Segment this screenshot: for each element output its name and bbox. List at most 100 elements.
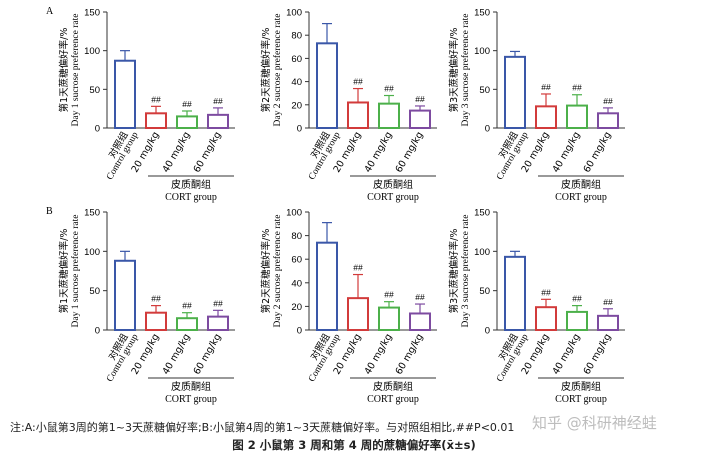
significance-label: ## xyxy=(572,83,582,93)
y-tick-label: 100 xyxy=(84,247,100,258)
y-tick-label: 150 xyxy=(84,208,100,219)
y-tick-label: 100 xyxy=(84,46,100,57)
significance-label: ## xyxy=(384,84,394,94)
category-label: 60 mg/kg xyxy=(582,130,614,175)
category-label: 40 mg/kg xyxy=(363,332,395,377)
y-axis-label: 第1天蔗糖偏好率/% xyxy=(58,28,70,113)
y-tick-label: 100 xyxy=(474,247,490,258)
group-label-en: CORT group xyxy=(367,192,419,203)
significance-label: ## xyxy=(603,96,613,106)
bar xyxy=(504,255,526,331)
significance-label: ## xyxy=(353,263,363,273)
category-label: 40 mg/kg xyxy=(551,130,583,175)
y-tick-label: 0 xyxy=(297,326,302,337)
y-tick-label: 100 xyxy=(286,8,302,19)
group-label: 皮质酮组 xyxy=(373,178,413,191)
y-axis-label: 第3天蔗糖偏好率/% xyxy=(448,28,460,113)
y-tick-label: 20 xyxy=(291,302,302,313)
significance-label: ## xyxy=(572,294,582,304)
significance-label: ## xyxy=(415,292,425,302)
y-axis-label-en: Day 1 sucrose preference rate xyxy=(70,14,81,127)
y-tick-label: 50 xyxy=(89,85,100,96)
bar xyxy=(535,306,557,332)
y-tick-label: 150 xyxy=(84,8,100,19)
significance-label: ## xyxy=(541,82,551,92)
panel-5: 0 20 40 60 80 100 第2天蔗糖偏好率/% Day 2 sucrose pref… xyxy=(260,208,437,405)
bar xyxy=(566,104,588,129)
bar xyxy=(378,306,400,331)
bar xyxy=(176,115,198,130)
bar xyxy=(566,310,588,332)
y-tick-label: 80 xyxy=(291,231,302,242)
watermark-text: 知乎 @科研神经蛙 xyxy=(532,414,657,432)
bar xyxy=(378,102,400,129)
figure-caption: 图 2 小鼠第 3 周和第 4 周的蔗糖偏好率(x̄±s) xyxy=(232,438,476,452)
category-label: 40 mg/kg xyxy=(363,130,395,175)
y-tick-label: 60 xyxy=(291,54,302,65)
panel-2: 0 20 40 60 80 100 第2天蔗糖偏好率/% Day 2 sucrose pref… xyxy=(260,8,437,203)
y-axis-label: 第3天蔗糖偏好率/% xyxy=(448,229,460,314)
bar xyxy=(207,315,229,332)
bar xyxy=(176,317,198,332)
group-label: 皮质酮组 xyxy=(171,380,211,393)
significance-label: ## xyxy=(151,294,161,304)
panel-3: 0 50 100 150 第3天蔗糖偏好率/% Day 3 sucrose prefere… xyxy=(448,8,625,203)
y-axis-label-en: Day 2 sucrose preference rate xyxy=(272,215,283,328)
bar xyxy=(409,109,431,129)
bar xyxy=(409,312,431,332)
bar xyxy=(316,42,338,129)
y-tick-label: 20 xyxy=(291,100,302,111)
category-label: 40 mg/kg xyxy=(551,332,583,377)
significance-label: ## xyxy=(182,301,192,311)
bar xyxy=(316,241,338,331)
bar xyxy=(535,105,557,129)
y-axis-label-en: Day 3 sucrose preference rate xyxy=(460,215,471,328)
category-label: 60 mg/kg xyxy=(394,332,426,377)
bar xyxy=(504,55,526,129)
category-label: 60 mg/kg xyxy=(192,332,224,377)
y-tick-label: 0 xyxy=(485,124,490,135)
y-axis-label: 第1天蔗糖偏好率/% xyxy=(58,229,70,314)
significance-label: ## xyxy=(353,77,363,87)
significance-label: ## xyxy=(213,298,223,308)
y-tick-label: 50 xyxy=(479,286,490,297)
bar xyxy=(114,59,136,129)
y-tick-label: 0 xyxy=(485,326,490,337)
y-axis-label: 第2天蔗糖偏好率/% xyxy=(260,229,272,314)
bar xyxy=(145,311,167,331)
group-label: 皮质酮组 xyxy=(561,380,601,393)
significance-label: ## xyxy=(603,297,613,307)
y-tick-label: 0 xyxy=(95,124,100,135)
y-tick-label: 40 xyxy=(291,278,302,289)
y-tick-label: 100 xyxy=(474,46,490,57)
bar xyxy=(347,297,369,332)
significance-label: ## xyxy=(213,96,223,106)
y-tick-label: 0 xyxy=(297,124,302,135)
significance-label: ## xyxy=(384,290,394,300)
bar xyxy=(145,112,167,129)
panel-4: B 0 50 100 150 第1天蔗糖偏好率/% Day 1 sucrose prefer… xyxy=(46,206,235,405)
figure-note: 注:A:小鼠第3周的第1~3天蔗糖偏好率;B:小鼠第4周的第1~3天蔗糖偏好率。… xyxy=(10,421,515,434)
category-label: 40 mg/kg xyxy=(161,332,193,377)
significance-label: ## xyxy=(415,94,425,104)
y-tick-label: 150 xyxy=(474,208,490,219)
bar xyxy=(347,101,369,130)
group-label-en: CORT group xyxy=(367,394,419,405)
bar xyxy=(207,113,229,129)
group-label: 皮质酮组 xyxy=(373,380,413,393)
y-tick-label: 100 xyxy=(286,208,302,219)
group-label-en: CORT group xyxy=(555,192,607,203)
y-axis-label-en: Day 3 sucrose preference rate xyxy=(460,14,471,127)
y-tick-label: 80 xyxy=(291,31,302,42)
significance-label: ## xyxy=(151,94,161,104)
y-axis-label: 第2天蔗糖偏好率/% xyxy=(260,28,272,113)
bar xyxy=(114,259,136,332)
category-label: 60 mg/kg xyxy=(582,332,614,377)
group-label: 皮质酮组 xyxy=(171,178,211,191)
category-label: 60 mg/kg xyxy=(394,130,426,175)
group-label-en: CORT group xyxy=(165,394,217,405)
y-tick-label: 0 xyxy=(95,326,100,337)
y-tick-label: 150 xyxy=(474,8,490,19)
panel-label: A xyxy=(46,6,54,17)
